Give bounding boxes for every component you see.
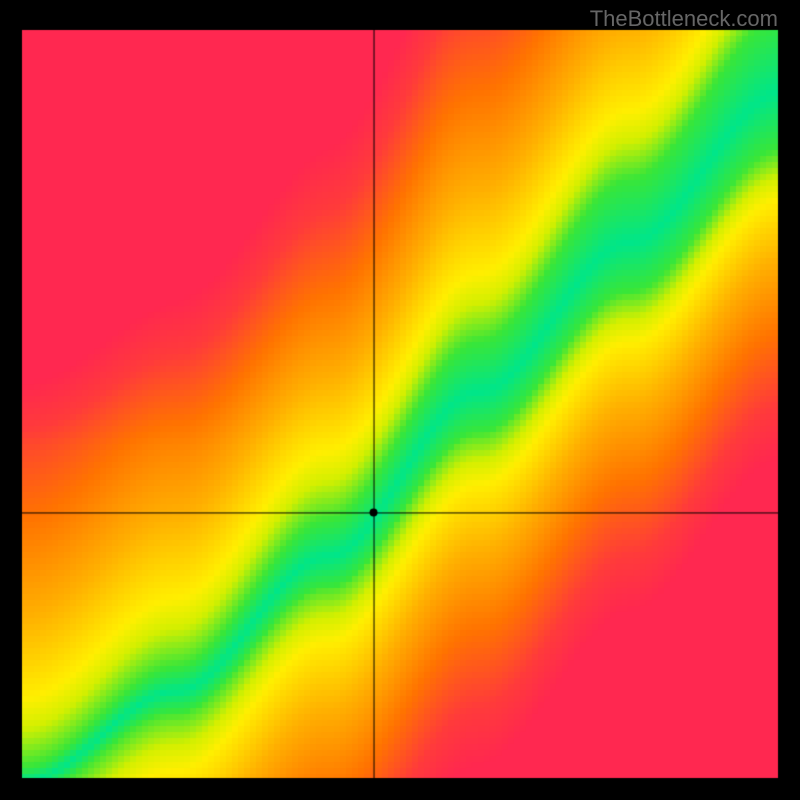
chart-container: TheBottleneck.com	[0, 0, 800, 800]
watermark-text: TheBottleneck.com	[590, 6, 778, 32]
bottleneck-heatmap	[0, 0, 800, 800]
